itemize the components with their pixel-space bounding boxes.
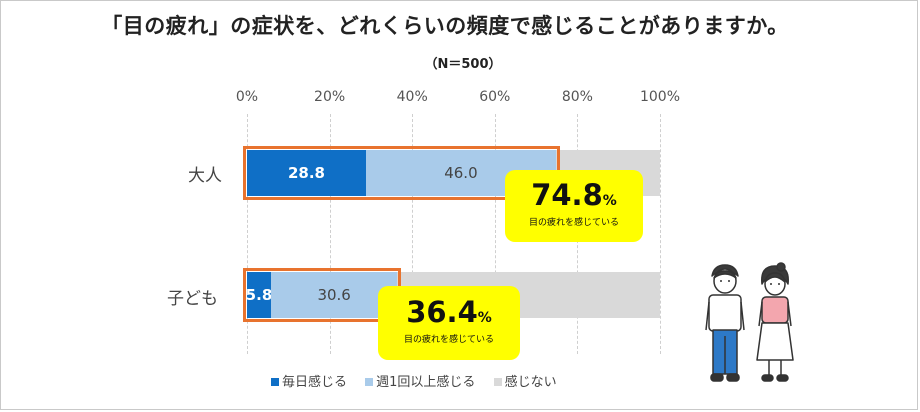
callout-adult-unit: % [602,193,617,209]
legend-item-weekly: 週1回以上感じる [365,371,475,390]
legend: 毎日感じる 週1回以上感じる 感じない [271,371,571,390]
callout-child: 36.4% 目の疲れを感じている [378,286,520,360]
x-tick-label: 100% [639,89,681,105]
girl-figure [756,262,794,382]
x-tick-label: 20% [314,89,346,105]
x-tick-label: 40% [396,89,428,105]
gridline [329,114,331,354]
callout-adult-value: 74.8 [531,178,603,212]
bar-segment-weekly [270,272,398,318]
x-tick-label: 60% [479,89,511,105]
bar-segment-daily [247,272,271,318]
x-tick-label: 80% [561,89,593,105]
chart-title: 「目の疲れ」の症状を、どれくらいの頻度で感じることがありますか。 [101,14,789,38]
gridline [494,114,496,354]
legend-label-none: 感じない [504,375,557,390]
legend-item-none: 感じない [493,371,557,390]
gridline [412,114,414,354]
legend-item-daily: 毎日感じる [271,371,347,390]
chart-subtitle: （N＝500） [424,57,502,72]
bar-segment-daily [247,150,366,196]
legend-label-weekly: 週1回以上感じる [376,375,476,390]
x-tick-label: 0% [235,89,259,105]
gridline [660,114,661,354]
callout-adult: 74.8% 目の疲れを感じている [505,170,643,242]
callout-adult-caption: 目の疲れを感じている [528,218,619,228]
bar-value-label: 46.0 [444,164,478,182]
legend-label-daily: 毎日感じる [282,375,348,390]
boy-figure [705,264,745,382]
callout-child-unit: % [477,310,492,326]
bar-value-label: 5.8 [245,286,273,304]
legend-swatch-weekly [365,378,374,386]
category-label-adult: 大人 [188,166,222,186]
callout-child-value: 36.4 [406,295,478,329]
bar-value-label: 28.8 [287,164,325,182]
people-illustration [705,262,794,382]
bar-value-label: 30.6 [317,286,351,304]
gridline [247,114,248,354]
callout-child-caption: 目の疲れを感じている [403,335,494,345]
category-label-child: 子ども [167,289,218,309]
legend-swatch-daily [271,378,279,386]
legend-swatch-none [493,378,502,386]
